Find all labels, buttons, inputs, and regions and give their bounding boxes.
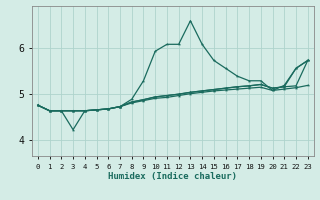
- X-axis label: Humidex (Indice chaleur): Humidex (Indice chaleur): [108, 172, 237, 181]
